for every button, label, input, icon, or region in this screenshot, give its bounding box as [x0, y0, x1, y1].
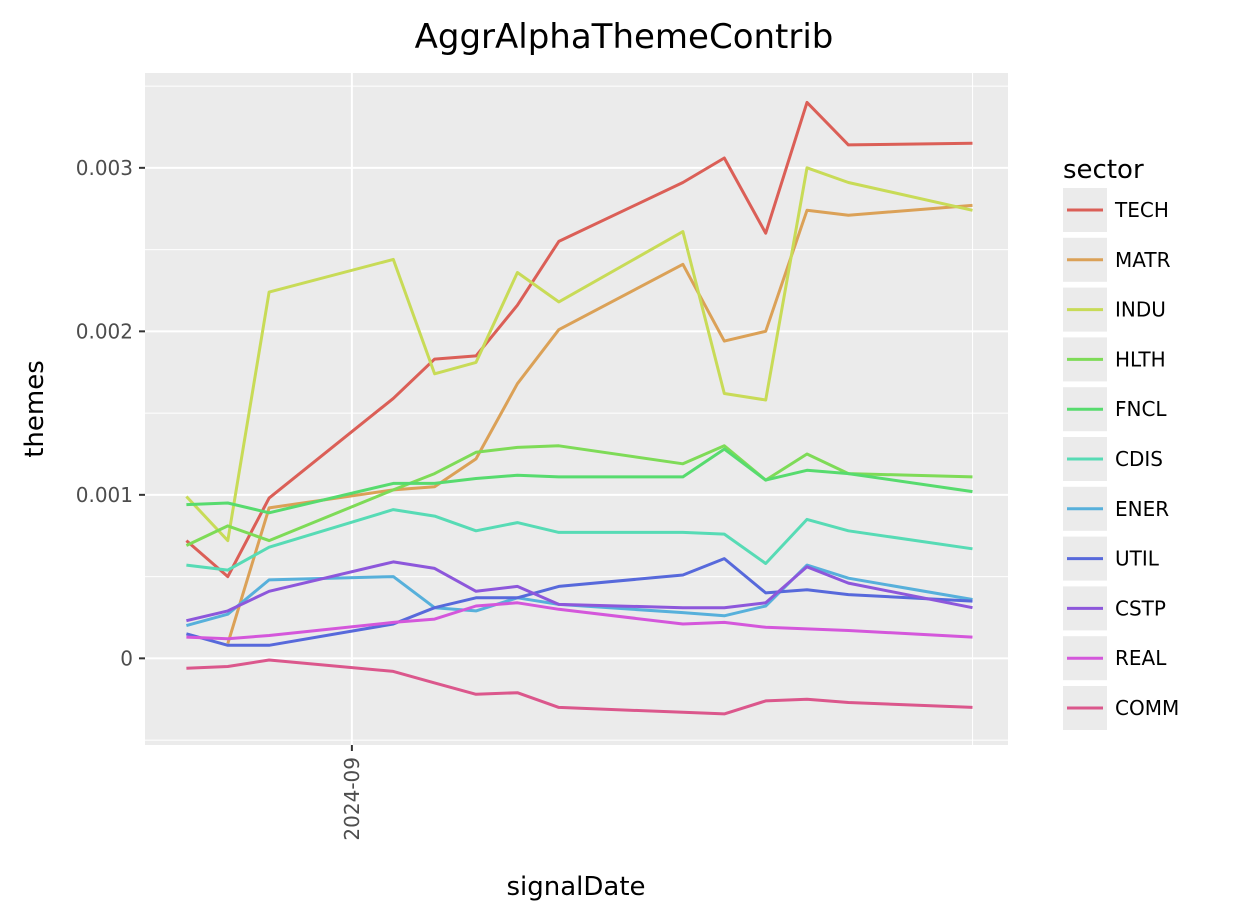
legend-title: sector	[1063, 155, 1144, 185]
legend: sector TECH MATR INDU HLTH FNCL CDIS ENER UTIL C…	[1063, 155, 1179, 730]
series-line-cstp	[186, 560, 973, 623]
y-tick-label: 0.002	[76, 319, 133, 343]
legend-label: FNCL	[1115, 397, 1167, 421]
legend-label: COMM	[1115, 696, 1179, 720]
gridlines	[145, 73, 1008, 745]
series-lines	[185, 100, 973, 716]
axes: 0 0.001 0.002 0.003 2024-09	[76, 156, 364, 841]
chart-title: AggrAlphaThemeContrib	[415, 17, 834, 57]
y-axis-label: themes	[20, 360, 50, 458]
series-line-util	[185, 557, 973, 647]
y-tick-label: 0.001	[76, 483, 133, 507]
series-line-cdis	[186, 508, 973, 572]
series-line-comm	[186, 658, 973, 716]
legend-label: UTIL	[1115, 547, 1160, 571]
x-axis-label: signalDate	[506, 872, 645, 902]
legend-label: HLTH	[1115, 347, 1166, 371]
legend-label: TECH	[1114, 198, 1169, 222]
series-line-fncl	[186, 447, 973, 515]
series-line-real	[186, 601, 973, 641]
legend-label: REAL	[1115, 646, 1167, 670]
legend-label: INDU	[1115, 298, 1166, 322]
legend-label: CDIS	[1115, 447, 1163, 471]
series-line-tech	[185, 100, 973, 579]
x-tick-label: 2024-09	[340, 757, 364, 841]
legend-label: CSTP	[1115, 596, 1166, 620]
series-line-indu	[185, 166, 973, 543]
series-line-hlth	[185, 444, 973, 547]
y-tick-label: 0.003	[76, 156, 133, 180]
legend-label: ENER	[1115, 497, 1169, 521]
legend-label: MATR	[1115, 248, 1171, 272]
y-tick-label: 0	[120, 646, 133, 670]
